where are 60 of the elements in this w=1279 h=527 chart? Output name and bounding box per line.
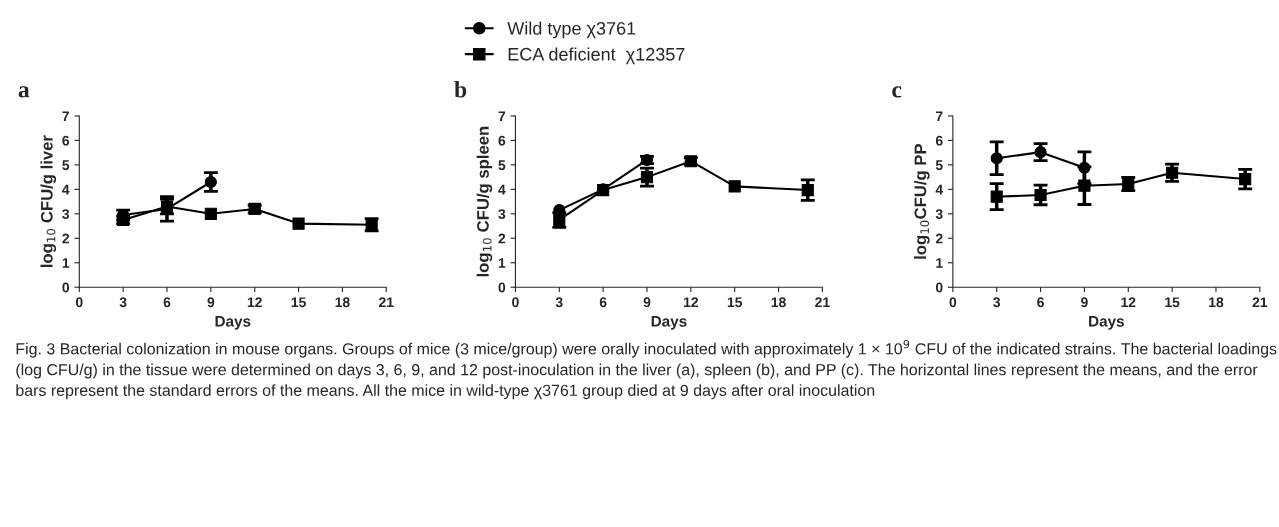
y-tick-label: 6 xyxy=(498,135,506,146)
legend-label: ECA deficient χ12357 xyxy=(508,47,685,65)
y-tick-label: 5 xyxy=(498,160,506,171)
x-axis-title: Days xyxy=(215,316,251,330)
x-tick-label: 12 xyxy=(1121,297,1136,307)
y-tick-label: 3 xyxy=(935,209,943,219)
x-tick-label: 21 xyxy=(379,297,394,307)
x-tick-label: 9 xyxy=(643,297,651,308)
x-tick-label: 3 xyxy=(993,297,1001,308)
x-tick-label: 18 xyxy=(771,297,786,308)
y-tick-label: 6 xyxy=(935,135,943,146)
x-tick-label: 21 xyxy=(1252,297,1268,307)
x-tick-label: 12 xyxy=(247,297,262,307)
x-tick-label: 12 xyxy=(683,297,699,307)
y-axis-title: log$_{10}$ CFU/g liver xyxy=(40,135,57,267)
y-tick-label: 3 xyxy=(498,209,506,219)
y-tick-label: 4 xyxy=(935,184,944,195)
x-axis-title: Days xyxy=(651,316,687,330)
y-tick-label: 4 xyxy=(498,184,506,195)
x-tick-label: 6 xyxy=(1037,297,1044,308)
y-tick-label: 0 xyxy=(935,282,943,293)
x-tick-label: 15 xyxy=(291,297,306,308)
y-tick-label: 1 xyxy=(498,258,506,268)
x-tick-label: 9 xyxy=(207,297,215,308)
y-tick-label: 2 xyxy=(62,233,70,244)
y-tick-label: 2 xyxy=(935,233,943,244)
x-tick-label: 18 xyxy=(1209,297,1224,308)
y-tick-label: 2 xyxy=(498,233,506,244)
x-axis-title: Days xyxy=(1089,316,1124,330)
x-tick-label: 9 xyxy=(1081,297,1088,308)
y-axis-title: log$_{10}$CFU/g PP xyxy=(914,144,930,259)
x-tick-label: 3 xyxy=(119,297,127,308)
x-tick-label: 0 xyxy=(75,297,83,308)
x-tick-label: 0 xyxy=(949,297,957,308)
x-tick-label: 21 xyxy=(815,297,830,307)
y-tick-label: 5 xyxy=(935,160,943,171)
y-tick-label: 1 xyxy=(936,258,943,268)
caption: Fig. 3 Bacterial colonization in mouse organs. Groups of mice (3 mice/group) were orally inoculated with approximately 1 × 10$^{9}$ CFU of the indicated strains. The bacterial loadings (log CFU/g) in the tissue were determined on days 3, 6, 9, and 12 post-inoculation in the liver (a), spleen (b), and PP (c). The horizontal lines represent the means, and the error bars represent the standard errors of the means. All the mice in wild-type χ3761 group died at 9 days after oral inoculation xyxy=(16,339,1277,400)
y-tick-label: 3 xyxy=(62,209,70,219)
y-axis-title: log$_{10}$ CFU/g spleen xyxy=(476,126,493,277)
y-tick-label: 0 xyxy=(62,282,70,293)
x-tick-label: 6 xyxy=(599,297,607,308)
chart-title: b xyxy=(454,80,467,98)
y-tick-label: 1 xyxy=(62,258,70,268)
x-tick-label: 3 xyxy=(555,297,563,308)
y-tick-label: 0 xyxy=(498,282,506,293)
x-tick-label: 0 xyxy=(512,297,519,308)
y-tick-label: 7 xyxy=(936,111,943,121)
y-tick-label: 7 xyxy=(498,111,506,121)
y-tick-label: 6 xyxy=(62,135,70,146)
x-tick-label: 15 xyxy=(727,297,743,308)
y-tick-label: 7 xyxy=(62,111,69,121)
x-tick-label: 6 xyxy=(163,297,171,308)
chart-title: a xyxy=(18,86,30,98)
x-tick-label: 15 xyxy=(1165,297,1180,308)
chart-title: c xyxy=(892,86,902,98)
y-tick-label: 5 xyxy=(62,160,70,171)
legend-label: Wild type χ3761 xyxy=(507,21,636,39)
y-tick-label: 4 xyxy=(62,184,70,195)
x-tick-label: 18 xyxy=(335,297,350,308)
